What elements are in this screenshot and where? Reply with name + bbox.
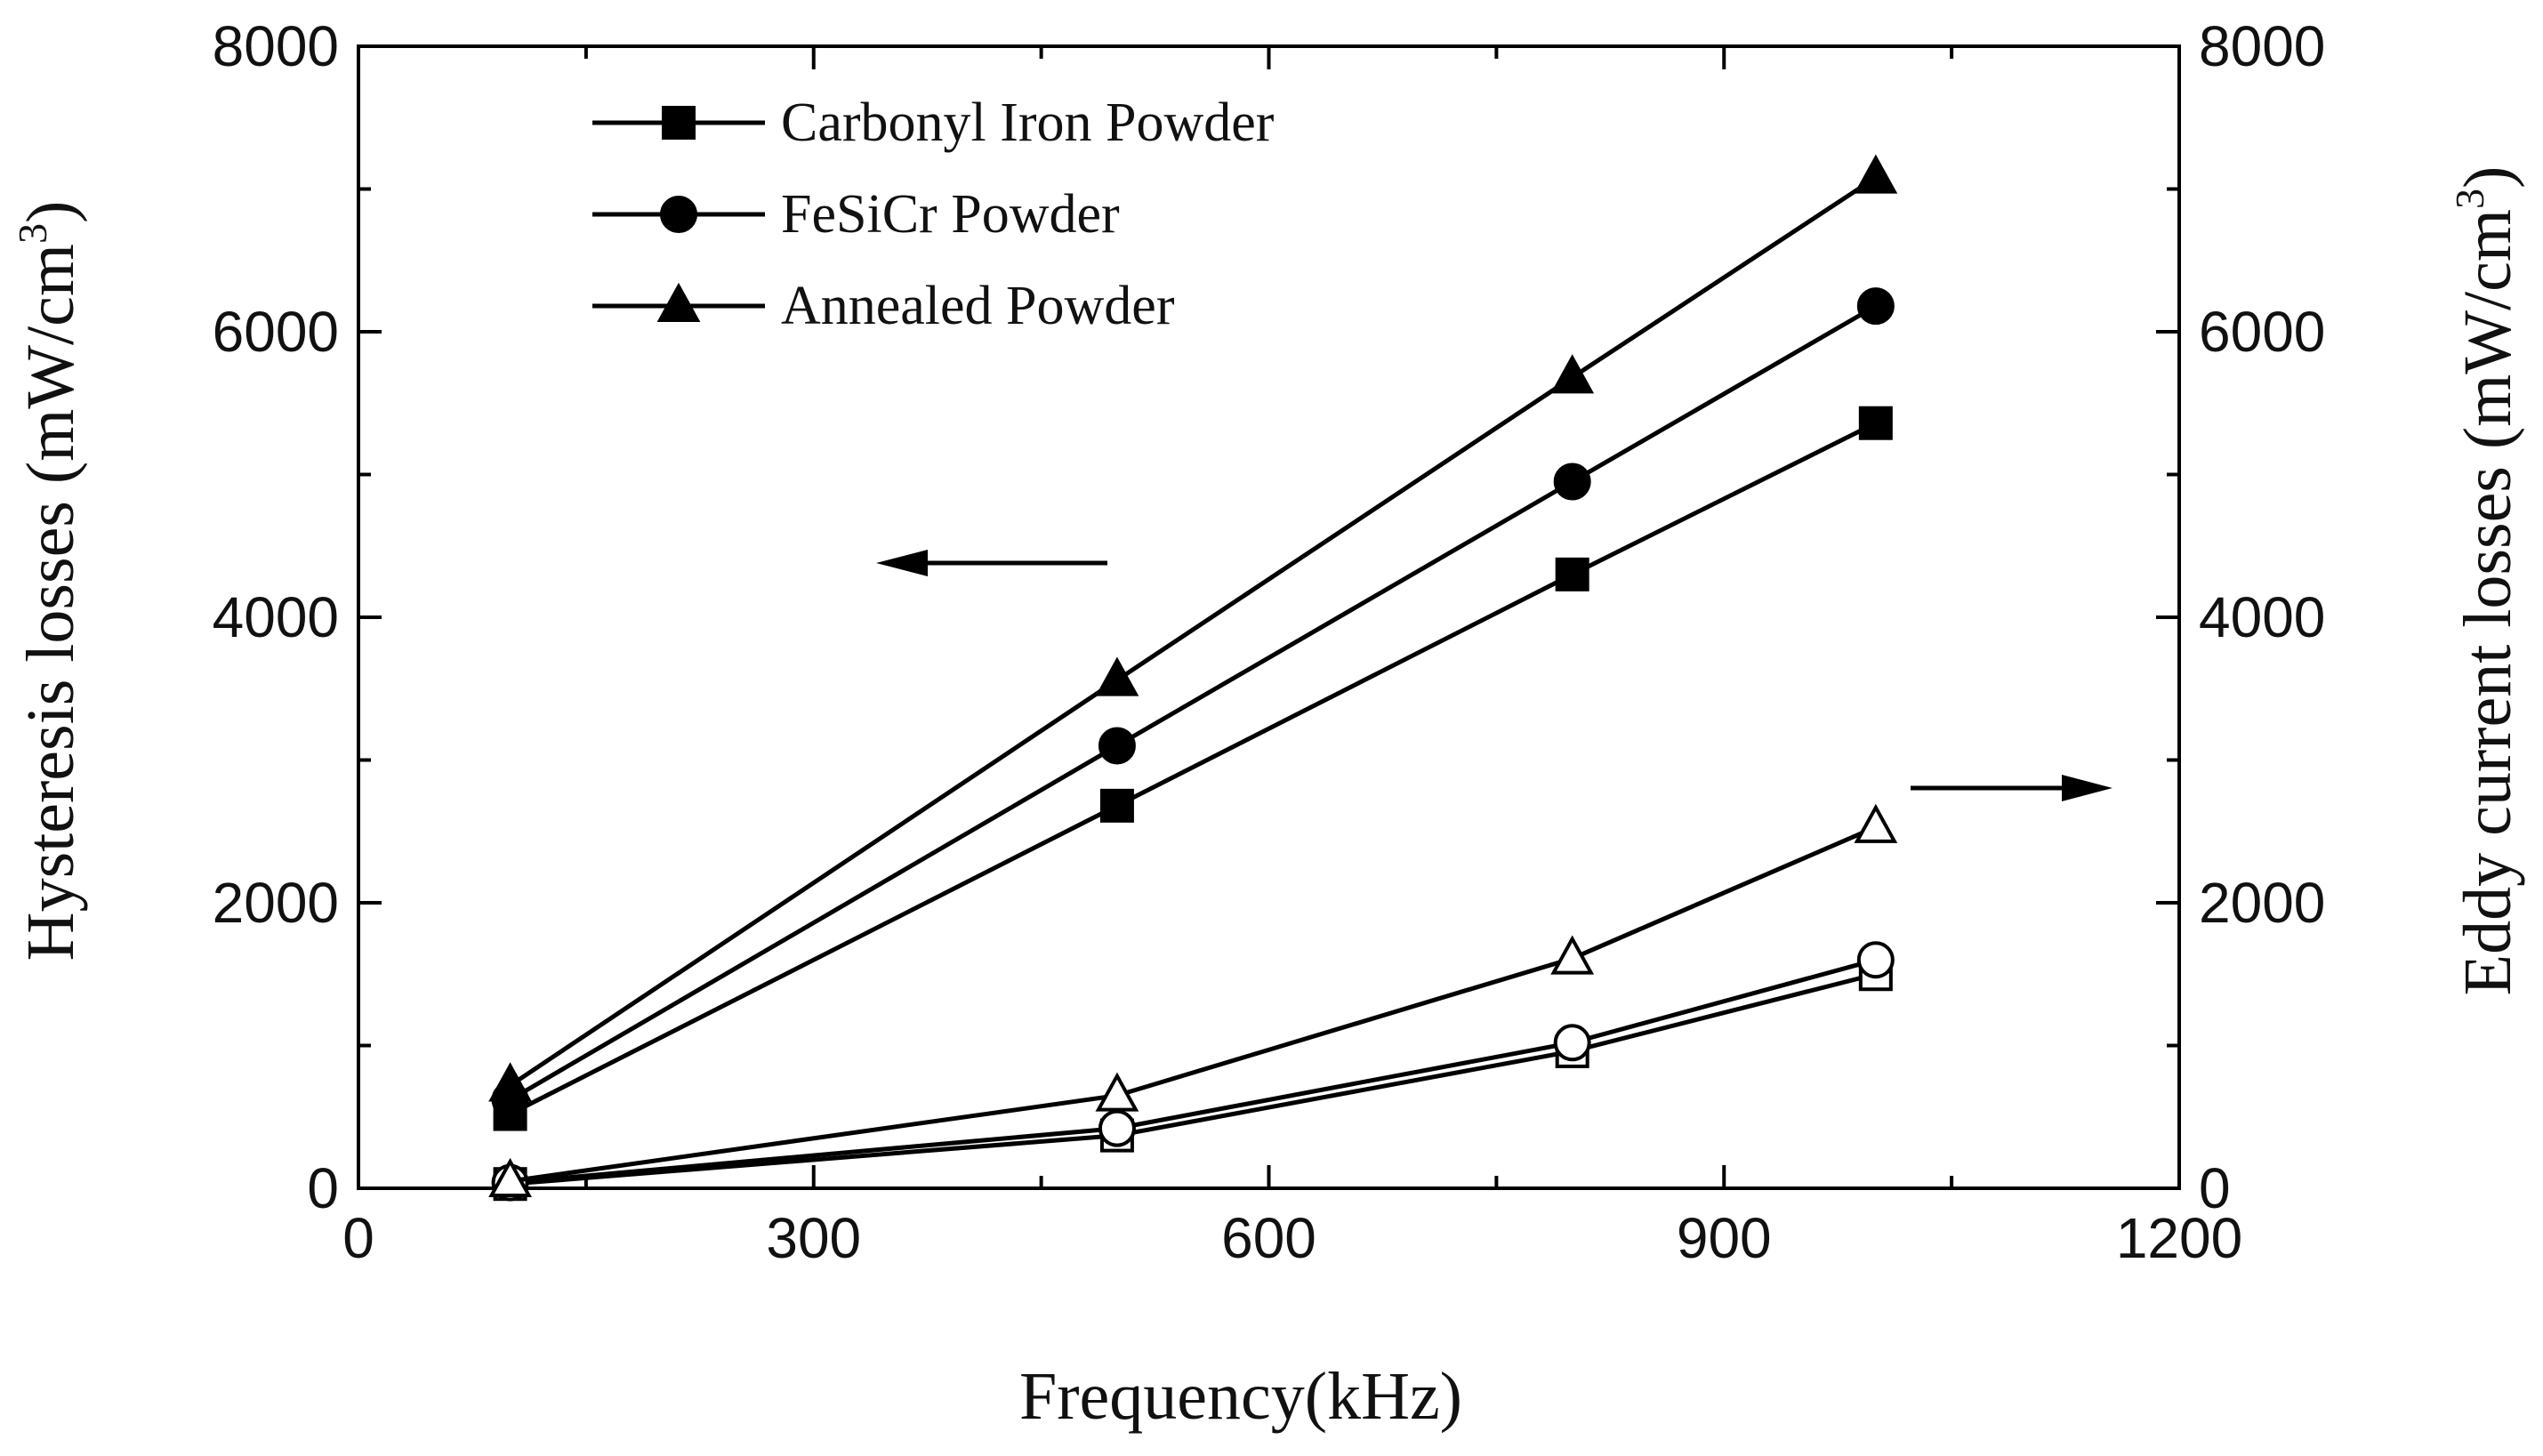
x-tick-label: 900 [1677,1206,1772,1270]
series-hysteresis-triangle [488,154,1898,1102]
y-left-tick-label: 0 [307,1156,339,1220]
legend-marker-triangle [656,282,701,322]
series-hysteresis-square [493,406,1893,1131]
legend-label: Carbonyl Iron Powder [781,93,1275,153]
data-point-square [1555,557,1589,591]
data-point-circle [1098,1109,1136,1147]
y-left-tick-label: 6000 [213,300,339,364]
data-point-circle [1856,287,1895,326]
data-point-triangle [1854,154,1898,194]
x-axis-title: Frequency(kHz) [1019,1359,1462,1434]
legend-label: FeSiCr Powder [781,184,1120,245]
data-point-triangle [1095,1072,1139,1112]
right-arrow-head [2062,775,2112,801]
data-point-triangle [1550,354,1595,394]
left-arrow-head [876,550,928,576]
data-point-circle [1553,463,1591,501]
y-axis-right-title-close: ) [2450,166,2525,189]
x-tick-label: 1200 [2116,1206,2242,1270]
plot-frame [357,44,2181,1190]
legend: Carbonyl Iron Powder FeSiCr Powder Anneale… [592,93,1275,336]
data-point-triangle [1550,935,1595,975]
y-left-tick-label: 2000 [213,871,339,935]
y-right-tick-label: 6000 [2199,300,2325,364]
data-point-triangle [1854,803,1898,843]
y-axis-right-title: Eddy current losses (mW/cm3) [2447,166,2525,996]
y-right-tick-label: 0 [2199,1156,2231,1220]
series-line [510,971,1877,1187]
y-axis-right-title-text: Eddy current losses (mW/cm [2450,209,2525,995]
series-line [510,825,1877,1184]
x-tick-label: 300 [766,1206,861,1270]
series-line [510,957,1877,1186]
x-tick-label: 0 [342,1206,374,1270]
y-right-tick-label: 2000 [2199,871,2325,935]
series-eddy-triangle [488,803,1898,1197]
data-point-triangle [488,1062,532,1102]
legend-label: Annealed Powder [781,276,1175,336]
y-left-tick-label: 8000 [213,14,339,78]
series-line [509,421,1877,1116]
data-point-circle [1856,941,1895,979]
y-axis-left-title-superscript: 3 [10,223,55,244]
y-right-tick-label: 8000 [2199,14,2325,78]
data-point-circle [1098,727,1136,765]
y-axis-left-title-text: Hysteresis losses (mW/cm [13,244,88,961]
annotations [876,550,2112,801]
y-axis-right-title-superscript: 3 [2447,189,2492,209]
y-right-tick-label: 4000 [2199,585,2325,649]
series-line [509,303,1878,1102]
x-tick-label: 600 [1221,1206,1316,1270]
legend-marker-circle [660,196,697,233]
data-point-square [1099,788,1134,823]
data-point-triangle [488,1157,532,1197]
data-point-square [1858,406,1893,440]
y-axis-left-title: Hysteresis losses (mW/cm3) [10,201,88,961]
legend-marker-square [662,106,696,140]
data-point-triangle [1095,656,1139,696]
y-left-tick-label: 4000 [213,585,339,649]
y-axis-left-title-close: ) [13,201,88,223]
series-hysteresis-circle [491,287,1895,1119]
data-point-circle [1553,1024,1591,1062]
series-layer [488,154,1898,1202]
series-line [509,175,1878,1088]
